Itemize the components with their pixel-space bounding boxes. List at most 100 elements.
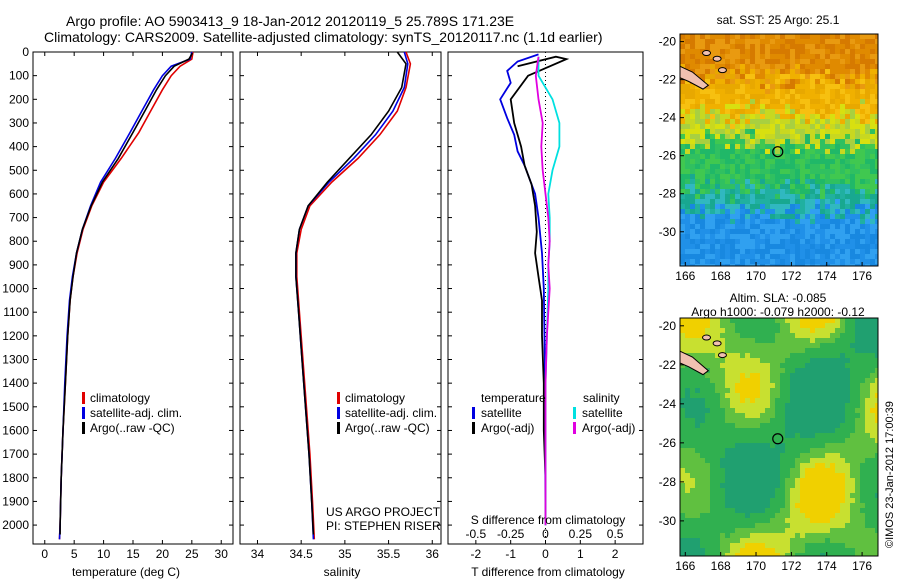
map-cell	[845, 249, 850, 254]
map-cell	[850, 149, 855, 154]
map-cell	[775, 348, 780, 353]
map-cell	[755, 189, 760, 194]
map-cell	[805, 403, 810, 408]
depth-tick-label: 600	[9, 187, 29, 201]
map-cell	[875, 39, 878, 44]
map-cell	[750, 64, 755, 69]
map-cell	[855, 468, 860, 473]
map-cell	[805, 174, 810, 179]
map-cell	[835, 543, 840, 548]
map-cell	[755, 164, 760, 169]
lat-tick-label: -22	[659, 73, 677, 87]
map-cell	[795, 54, 800, 59]
map-cell	[680, 234, 685, 239]
map-cell	[770, 403, 775, 408]
map-cell	[775, 114, 780, 119]
map-cell	[865, 59, 870, 64]
map-cell	[700, 174, 705, 179]
map-cell	[835, 54, 840, 59]
map-cell	[860, 94, 865, 99]
map-cell	[690, 149, 695, 154]
map-cell	[790, 383, 795, 388]
map-cell	[775, 378, 780, 383]
map-cell	[855, 124, 860, 129]
map-cell	[685, 403, 690, 408]
map-cell	[820, 59, 825, 64]
map-cell	[835, 169, 840, 174]
map-cell	[695, 119, 700, 124]
map-cell	[725, 69, 730, 74]
map-cell	[755, 338, 760, 343]
map-cell	[875, 353, 878, 358]
map-cell	[820, 503, 825, 508]
map-cell	[765, 548, 770, 553]
map-cell	[735, 478, 740, 483]
map-cell	[845, 528, 850, 533]
map-cell	[840, 239, 845, 244]
map-cell	[725, 149, 730, 154]
map-cell	[780, 533, 785, 538]
map-cell	[825, 259, 830, 264]
map-cell	[795, 483, 800, 488]
map-cell	[855, 49, 860, 54]
map-cell	[810, 363, 815, 368]
map-cell	[810, 244, 815, 249]
map-cell	[765, 373, 770, 378]
map-cell	[860, 259, 865, 264]
map-cell	[835, 199, 840, 204]
map-cell	[845, 214, 850, 219]
map-cell	[850, 104, 855, 109]
map-cell	[710, 189, 715, 194]
map-cell	[715, 154, 720, 159]
map-cell	[860, 154, 865, 159]
map-cell	[700, 343, 705, 348]
map-cell	[735, 318, 740, 323]
map-cell	[825, 149, 830, 154]
map-cell	[685, 94, 690, 99]
map-cell	[825, 548, 830, 553]
map-cell	[710, 194, 715, 199]
map-cell	[815, 119, 820, 124]
map-cell	[690, 84, 695, 89]
map-cell	[730, 493, 735, 498]
map-cell	[795, 423, 800, 428]
map-cell	[830, 353, 835, 358]
map-cell	[815, 538, 820, 543]
map-cell	[850, 34, 855, 39]
map-cell	[785, 194, 790, 199]
map-cell	[680, 169, 685, 174]
map-cell	[785, 493, 790, 498]
map-cell	[875, 373, 878, 378]
map-cell	[815, 184, 820, 189]
map-cell	[825, 119, 830, 124]
map-cell	[825, 94, 830, 99]
map-cell	[855, 398, 860, 403]
map-cell	[695, 448, 700, 453]
map-cell	[680, 448, 685, 453]
map-cell	[875, 498, 878, 503]
map-cell	[760, 39, 765, 44]
map-cell	[865, 254, 870, 259]
map-cell	[795, 363, 800, 368]
map-cell	[790, 79, 795, 84]
map-cell	[765, 483, 770, 488]
map-cell	[685, 179, 690, 184]
map-cell	[860, 523, 865, 528]
map-cell	[745, 338, 750, 343]
map-cell	[755, 229, 760, 234]
map-cell	[690, 533, 695, 538]
t-tick-label: 2	[612, 547, 619, 561]
map-cell	[680, 219, 685, 224]
map-cell	[860, 204, 865, 209]
map-cell	[785, 224, 790, 229]
map-cell	[705, 388, 710, 393]
map-cell	[865, 169, 870, 174]
map-cell	[750, 323, 755, 328]
map-cell	[685, 488, 690, 493]
map-cell	[685, 473, 690, 478]
map-cell	[810, 254, 815, 259]
credit-pi: PI: STEPHEN RISER	[326, 519, 441, 533]
map-cell	[750, 259, 755, 264]
map-cell	[730, 503, 735, 508]
map-cell	[760, 64, 765, 69]
